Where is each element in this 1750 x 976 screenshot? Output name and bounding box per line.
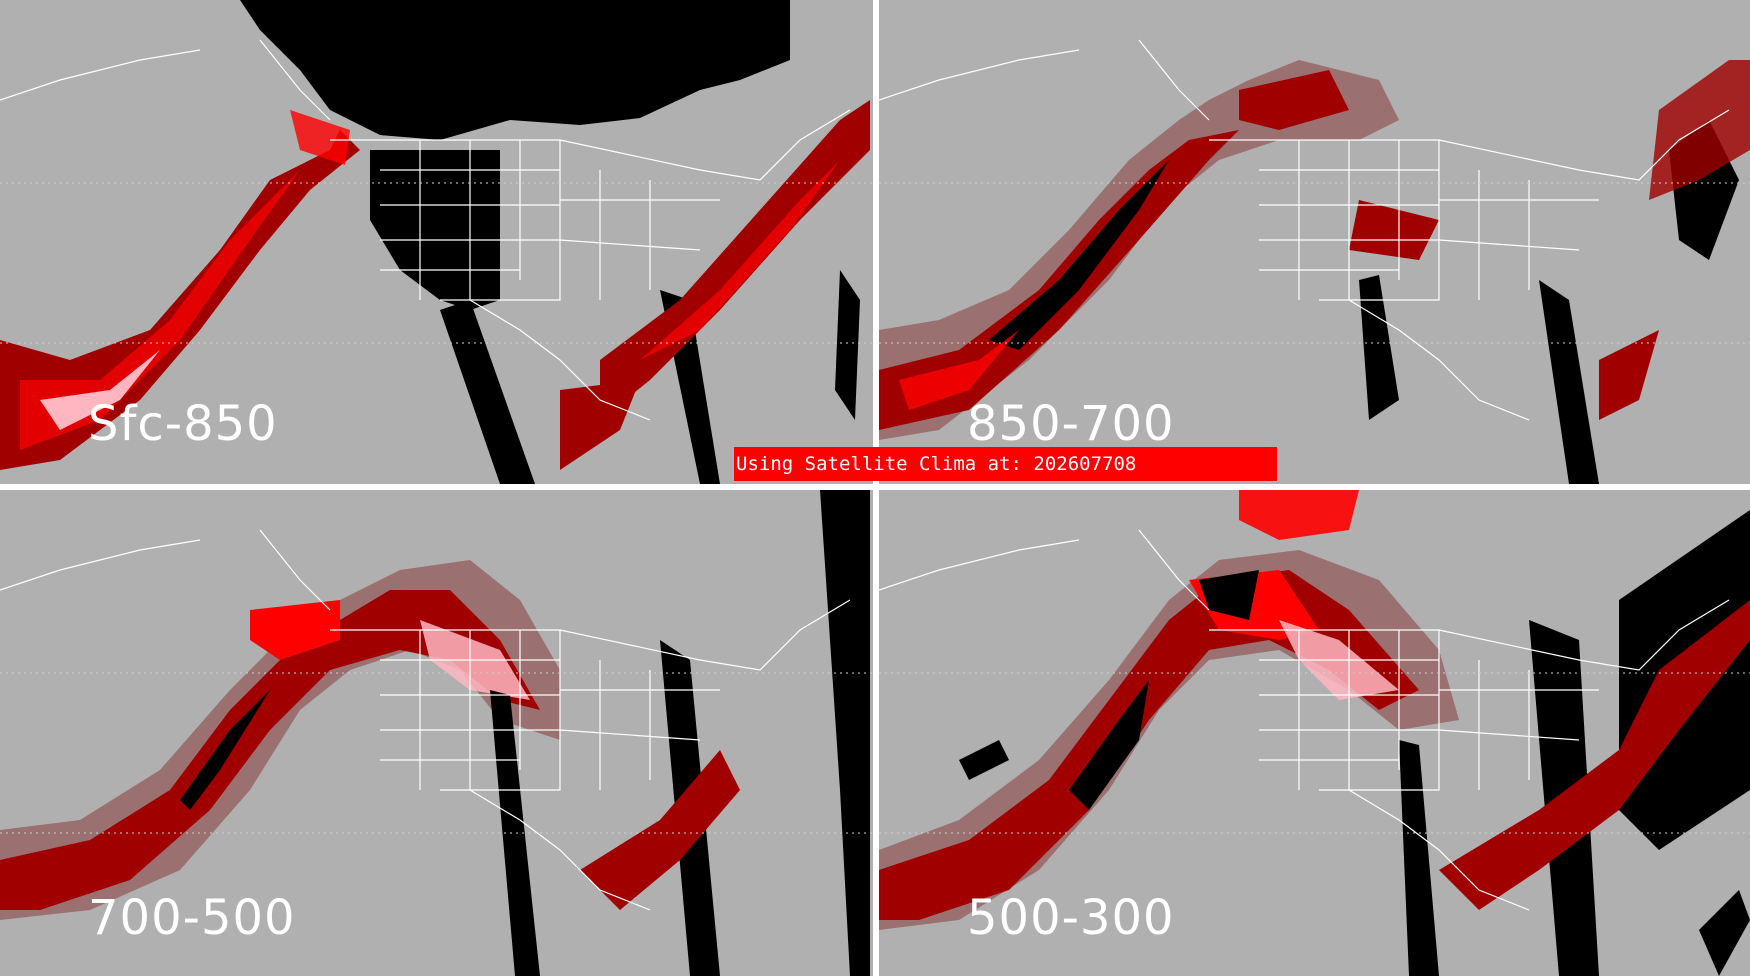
satellite-climatology-banner: Using Satellite Clima at: 202607708: [734, 447, 1277, 481]
map-panel-sfc-850-graphic: [0, 0, 873, 484]
map-panel-500-300-graphic: [879, 490, 1750, 976]
map-panel-500-300: 500-300: [879, 490, 1750, 976]
map-panel-850-700-graphic: [879, 39, 1750, 484]
layer-label-sfc-850: Sfc-850: [88, 396, 278, 452]
layer-label-500-300: 500-300: [967, 890, 1175, 946]
map-panel-700-500-graphic: [0, 490, 873, 976]
layer-label-700-500: 700-500: [88, 890, 296, 946]
map-panel-850-700: 850-700: [879, 0, 1750, 484]
map-panel-sfc-850: Sfc-850: [0, 0, 873, 484]
layer-label-850-700: 850-700: [967, 396, 1175, 452]
map-panel-700-500: 700-500: [0, 490, 873, 976]
